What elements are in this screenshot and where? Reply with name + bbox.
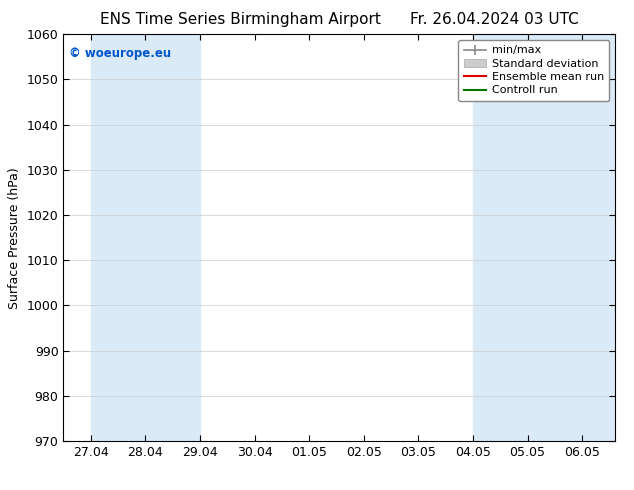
Bar — [91, 34, 145, 441]
Bar — [582, 34, 615, 441]
Y-axis label: Surface Pressure (hPa): Surface Pressure (hPa) — [8, 167, 21, 309]
Bar — [527, 34, 582, 441]
Bar — [145, 34, 200, 441]
Text: © woeurope.eu: © woeurope.eu — [69, 47, 171, 59]
Bar — [473, 34, 527, 441]
Text: ENS Time Series Birmingham Airport: ENS Time Series Birmingham Airport — [100, 12, 382, 27]
Text: Fr. 26.04.2024 03 UTC: Fr. 26.04.2024 03 UTC — [410, 12, 579, 27]
Legend: min/max, Standard deviation, Ensemble mean run, Controll run: min/max, Standard deviation, Ensemble me… — [458, 40, 609, 101]
